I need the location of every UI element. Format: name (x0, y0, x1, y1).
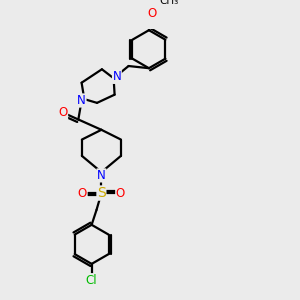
Text: O: O (116, 187, 125, 200)
Text: S: S (97, 186, 106, 200)
Text: O: O (78, 187, 87, 200)
Text: O: O (58, 106, 68, 119)
Text: Cl: Cl (86, 274, 98, 287)
Text: O: O (147, 7, 156, 20)
Text: N: N (77, 94, 86, 107)
Text: N: N (112, 70, 121, 83)
Text: CH₃: CH₃ (160, 0, 179, 6)
Text: N: N (97, 169, 106, 182)
